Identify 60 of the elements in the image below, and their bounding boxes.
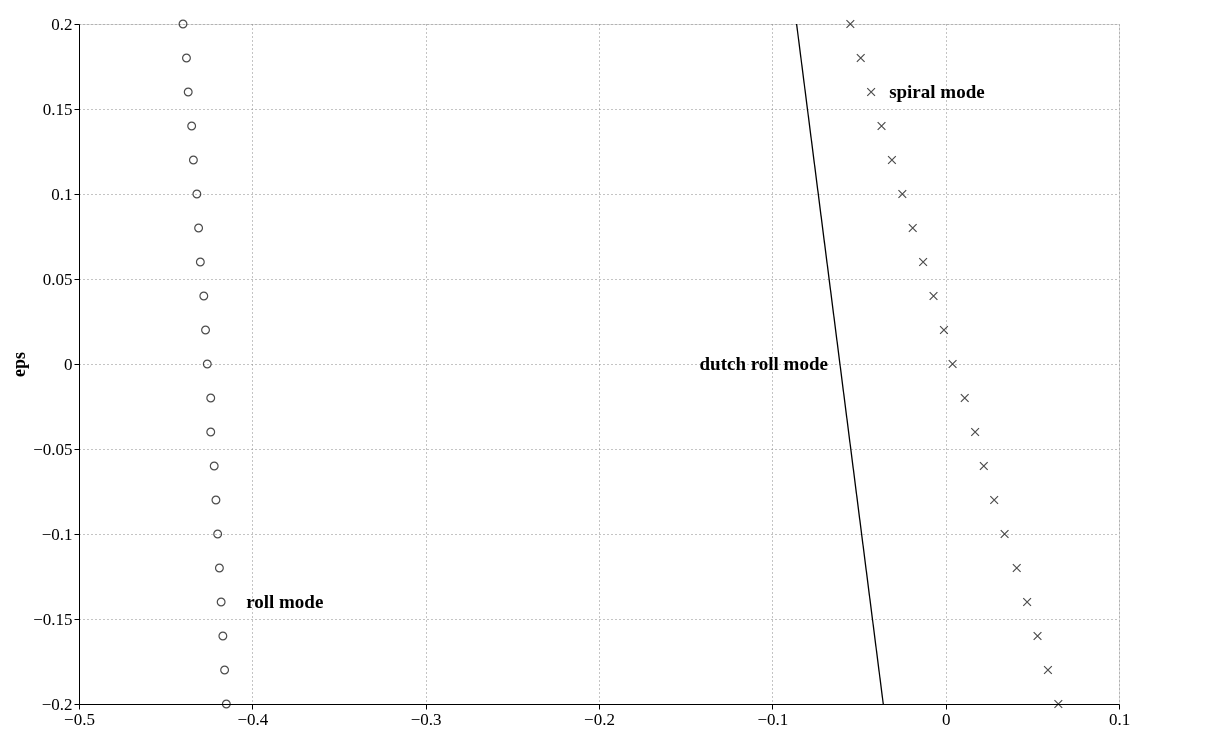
- y-tick-label: 0: [64, 354, 73, 374]
- y-tick-label: 0.2: [51, 14, 73, 34]
- x-tick-label: −0.4: [237, 709, 269, 729]
- point: [989, 495, 999, 505]
- point: [929, 291, 939, 301]
- point: [887, 155, 897, 165]
- x-tick-label: 0.1: [1108, 709, 1131, 729]
- point: [209, 461, 219, 471]
- point: [1043, 665, 1053, 675]
- point: [213, 529, 223, 539]
- point: [908, 223, 918, 233]
- point: [948, 359, 958, 369]
- point: [211, 495, 221, 505]
- point: [216, 597, 226, 607]
- point: [845, 19, 855, 29]
- y-tick-label: 0.15: [42, 99, 73, 119]
- point: [960, 393, 970, 403]
- series-label: spiral mode: [889, 81, 985, 102]
- point: [866, 87, 876, 97]
- point: [877, 121, 887, 131]
- y-axis-title: eps: [9, 351, 30, 378]
- point: [178, 19, 188, 29]
- y-tick-label: 0.1: [51, 184, 73, 204]
- y-tick-label: −0.1: [41, 524, 73, 544]
- point: [1033, 631, 1043, 641]
- series-label: roll mode: [246, 591, 324, 612]
- point: [1022, 597, 1032, 607]
- point: [194, 223, 204, 233]
- point: [202, 359, 212, 369]
- point: [1012, 563, 1022, 573]
- x-tick-label: −0.3: [410, 709, 442, 729]
- point: [201, 325, 211, 335]
- point: [918, 257, 928, 267]
- point: [188, 155, 198, 165]
- point: [195, 257, 205, 267]
- x-tick-label: −0.1: [757, 709, 789, 729]
- point: [187, 121, 197, 131]
- point: [206, 427, 216, 437]
- point: [1053, 699, 1063, 709]
- point: [979, 461, 989, 471]
- point: [183, 87, 193, 97]
- point: [220, 665, 230, 675]
- point: [206, 393, 216, 403]
- x-tick-label: −0.2: [584, 709, 615, 729]
- y-tick-label: −0.05: [33, 439, 73, 459]
- point: [939, 325, 949, 335]
- point: [214, 563, 224, 573]
- series-label: dutch roll mode: [699, 353, 828, 374]
- point: [221, 699, 231, 709]
- point: [897, 189, 907, 199]
- x-tick-label: 0: [941, 709, 951, 729]
- point: [181, 53, 191, 63]
- point: [970, 427, 980, 437]
- point: [1000, 529, 1010, 539]
- point: [856, 53, 866, 63]
- point: [199, 291, 209, 301]
- point: [218, 631, 228, 641]
- point: [192, 189, 202, 199]
- y-tick-label: −0.15: [33, 609, 73, 629]
- y-tick-label: 0.05: [42, 269, 73, 289]
